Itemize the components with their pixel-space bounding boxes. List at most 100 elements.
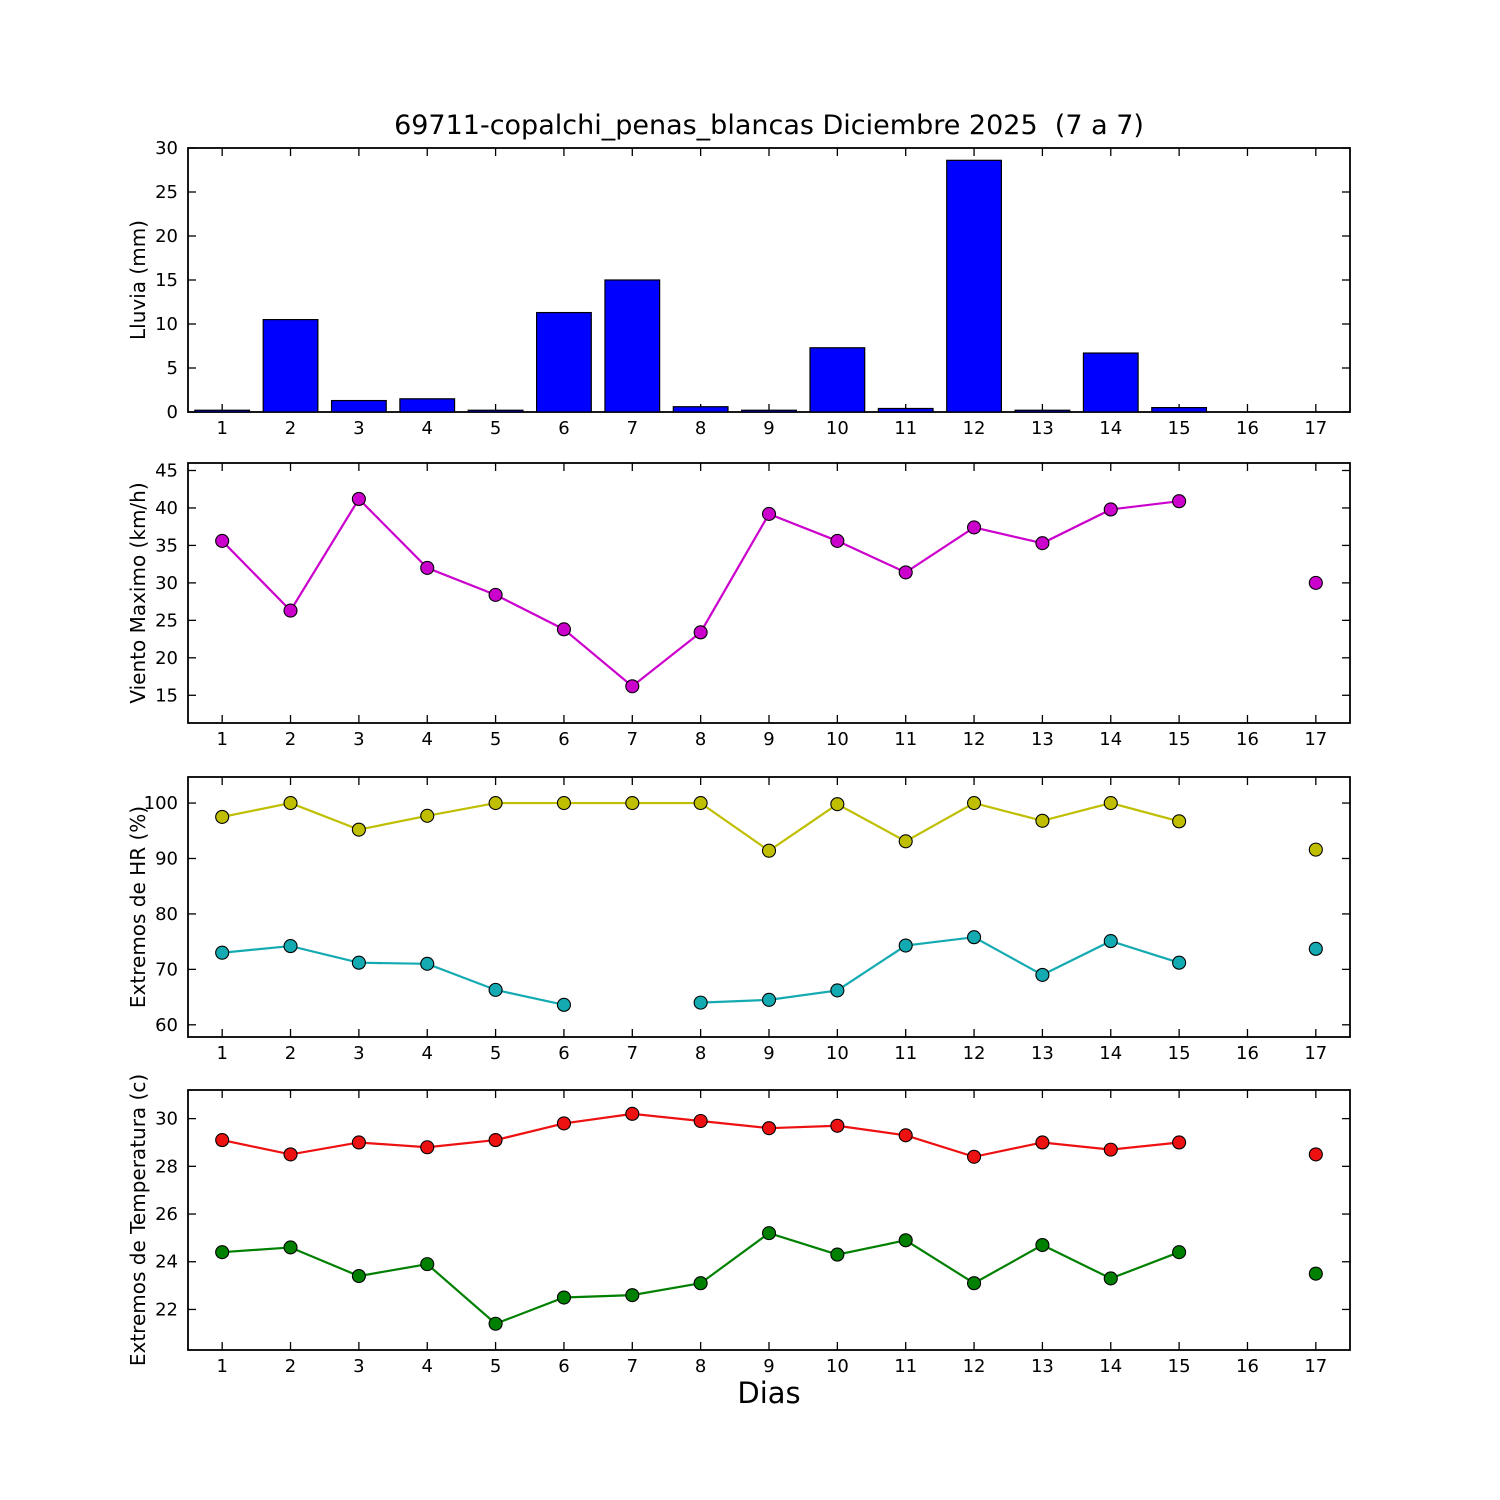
- temp-maxima-marker-day-7: [625, 1106, 640, 1121]
- hr-maxima-marker-day-9: [761, 843, 777, 858]
- svg-text:15: 15: [155, 270, 178, 291]
- svg-text:15: 15: [1168, 1356, 1191, 1377]
- svg-text:5: 5: [490, 1356, 501, 1377]
- svg-text:10: 10: [155, 314, 178, 335]
- rain-bar-day-10: [809, 347, 866, 413]
- hr-maxima-marker-day-13: [1035, 813, 1050, 828]
- svg-text:8: 8: [695, 1043, 706, 1064]
- svg-text:20: 20: [155, 648, 178, 669]
- viento-maximo-marker-day-17: [1308, 575, 1323, 590]
- svg-text:8: 8: [695, 418, 706, 439]
- svg-text:13: 13: [1031, 418, 1054, 439]
- temp-maxima-marker-day-4: [420, 1140, 435, 1155]
- viento-maximo-marker-day-2: [283, 603, 298, 618]
- svg-text:14: 14: [1099, 418, 1122, 439]
- svg-text:10: 10: [826, 1043, 849, 1064]
- viento-maximo-marker-day-13: [1035, 536, 1050, 551]
- svg-text:11: 11: [894, 418, 917, 439]
- svg-text:14: 14: [1099, 1043, 1122, 1064]
- svg-text:35: 35: [155, 535, 178, 556]
- svg-text:2: 2: [285, 1043, 296, 1064]
- viento-maximo-marker-day-15: [1172, 494, 1187, 509]
- hr-minima-marker-day-13: [1035, 967, 1050, 982]
- hr-minima-marker-day-3: [351, 955, 366, 970]
- temp-minima-marker-day-3: [351, 1269, 366, 1284]
- svg-text:15: 15: [1168, 418, 1191, 439]
- svg-text:13: 13: [1031, 1356, 1054, 1377]
- svg-text:100: 100: [144, 793, 178, 814]
- svg-text:0: 0: [167, 402, 178, 423]
- hr-minima-marker-day-1: [215, 945, 230, 960]
- svg-text:25: 25: [155, 610, 178, 631]
- svg-text:12: 12: [963, 1043, 986, 1064]
- svg-text:7: 7: [627, 1356, 638, 1377]
- viento-maximo-marker-day-6: [556, 622, 571, 637]
- svg-text:7: 7: [627, 418, 638, 439]
- svg-text:26: 26: [155, 1204, 178, 1225]
- svg-text:30: 30: [155, 573, 178, 594]
- temp-maxima-marker-day-10: [830, 1118, 845, 1133]
- rain-bar-day-5: [467, 409, 524, 413]
- svg-text:1: 1: [216, 1356, 227, 1377]
- viento-maximo-marker-day-8: [693, 625, 708, 640]
- svg-text:6: 6: [558, 1356, 569, 1377]
- temp-minima-marker-day-9: [761, 1226, 777, 1241]
- rain-bar-day-7: [604, 279, 661, 413]
- hr-maxima-marker-day-5: [488, 796, 503, 811]
- rain-bar-day-8: [672, 406, 729, 413]
- viento-maximo-marker-day-11: [898, 565, 913, 580]
- temp-maxima-marker-day-17: [1308, 1147, 1323, 1162]
- rain-bar-day-1: [194, 409, 251, 413]
- svg-text:12: 12: [963, 729, 986, 750]
- hr-minima-marker-day-17: [1308, 941, 1323, 956]
- rain-bar-day-2: [262, 319, 319, 413]
- svg-text:5: 5: [490, 418, 501, 439]
- viento-maximo-marker-day-1: [215, 533, 230, 548]
- svg-text:4: 4: [422, 418, 433, 439]
- svg-text:17: 17: [1304, 1356, 1327, 1377]
- svg-text:17: 17: [1304, 418, 1327, 439]
- svg-text:5: 5: [490, 1043, 501, 1064]
- temp-minima-marker-day-4: [420, 1257, 435, 1272]
- hr-minima-marker-day-14: [1103, 934, 1118, 949]
- svg-text:3: 3: [353, 418, 364, 439]
- svg-text:15: 15: [1168, 1043, 1191, 1064]
- temp-maxima-marker-day-6: [556, 1116, 571, 1131]
- svg-text:6: 6: [558, 418, 569, 439]
- temp-minima-marker-day-5: [488, 1316, 503, 1331]
- svg-text:4: 4: [422, 1043, 433, 1064]
- temp-minima-marker-day-6: [556, 1290, 571, 1305]
- hr-maxima-marker-day-11: [898, 834, 913, 849]
- hr-minima-marker-day-8: [693, 995, 708, 1010]
- svg-text:5: 5: [167, 358, 178, 379]
- svg-text:40: 40: [155, 498, 178, 519]
- rain-bar-day-11: [877, 407, 934, 413]
- temp-minima-marker-day-1: [215, 1245, 230, 1260]
- viento-maximo-marker-day-7: [625, 679, 640, 694]
- svg-text:60: 60: [155, 1015, 178, 1036]
- viento-maximo-marker-day-10: [830, 533, 845, 548]
- svg-text:3: 3: [353, 729, 364, 750]
- svg-text:15: 15: [1168, 729, 1191, 750]
- temp-maxima-marker-day-2: [283, 1147, 298, 1162]
- svg-text:14: 14: [1099, 1356, 1122, 1377]
- svg-text:28: 28: [155, 1156, 178, 1177]
- hr-minima-line: [700, 936, 1180, 1004]
- hr-maxima-marker-day-14: [1103, 796, 1118, 811]
- hr-minima-line: [222, 944, 565, 1006]
- temp-minima-marker-day-14: [1103, 1271, 1118, 1286]
- temp-minima-marker-day-7: [625, 1288, 640, 1303]
- rain-bar-day-9: [741, 409, 797, 413]
- svg-text:9: 9: [763, 729, 774, 750]
- temp-maxima-marker-day-1: [215, 1133, 230, 1148]
- temp-minima-marker-day-11: [898, 1233, 913, 1248]
- svg-text:16: 16: [1236, 1043, 1259, 1064]
- wind-y-axis-label: Viento Maximo (km/h): [126, 482, 150, 704]
- svg-text:20: 20: [155, 226, 178, 247]
- hr-maxima-marker-day-17: [1308, 842, 1323, 857]
- viento-maximo-marker-day-12: [967, 520, 982, 535]
- svg-text:80: 80: [155, 904, 178, 925]
